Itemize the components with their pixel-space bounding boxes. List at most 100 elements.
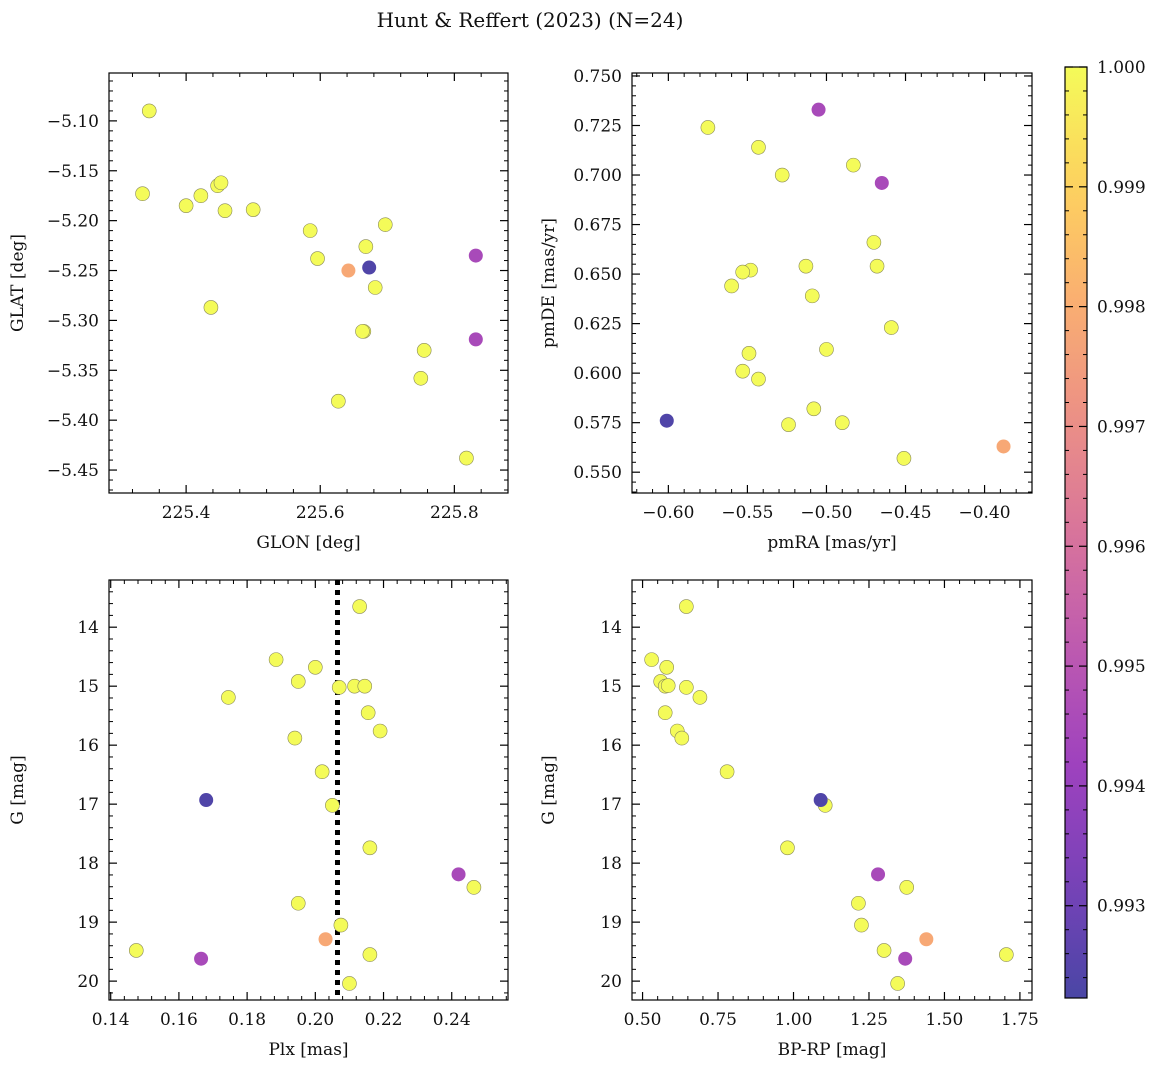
data-point (308, 660, 323, 675)
x-tick-label: 0.75 (699, 1010, 737, 1030)
figure-title: Hunt & Reffert (2023) (N=24) (377, 8, 684, 32)
data-point (735, 363, 750, 379)
data-point (325, 798, 340, 813)
x-tick-label: 1.25 (850, 1010, 888, 1030)
data-point (357, 678, 373, 694)
colorbar-tick-label: 0.994 (1097, 777, 1146, 797)
data-point (876, 943, 892, 958)
y-tick-label: 0.600 (573, 364, 622, 384)
data-point (135, 186, 150, 202)
data-point (331, 680, 347, 695)
data-point (358, 239, 374, 254)
data-point (245, 202, 261, 217)
data-point (751, 371, 766, 387)
y-tick-label: −5.40 (47, 411, 99, 431)
data-point (342, 976, 357, 991)
panel-plx-g: 0.14 0.16 0.18 0.20 0.22 0.24 14 15 16 17 18 19 20 Pl… (8, 579, 509, 1060)
y-axis-label: G [mag] (8, 755, 28, 824)
x-axis-label: GLON [deg] (256, 533, 360, 553)
x-tick-label: 0.14 (92, 1010, 130, 1030)
y-tick-label: 0.725 (573, 117, 622, 137)
data-point (999, 947, 1014, 962)
x-tick-label: −0.55 (721, 503, 773, 523)
panel-bprp-g: 0.50 0.75 1.00 1.25 1.50 1.75 14 15 16 17 18 19 20 BP… (539, 579, 1039, 1060)
data-point (774, 167, 790, 183)
y-tick-label: 0.650 (573, 265, 622, 285)
data-point (813, 793, 828, 808)
y-tick-label: 17 (77, 795, 99, 815)
x-tick-label: 0.22 (365, 1010, 403, 1030)
data-point (854, 917, 869, 933)
data-point (898, 951, 913, 966)
data-point (310, 251, 325, 266)
data-point (341, 263, 356, 278)
colorbar-tick-label: 0.997 (1097, 417, 1146, 437)
x-tick-label: −0.45 (879, 503, 931, 523)
data-point (659, 413, 674, 428)
x-tick-label: 225.8 (430, 503, 479, 523)
x-axis-label: BP-RP [mag] (778, 1040, 887, 1060)
data-point (331, 393, 346, 409)
y-tick-label: 18 (600, 854, 622, 874)
x-tick-label: 1.50 (926, 1010, 964, 1030)
data-point (871, 867, 886, 882)
data-point (692, 690, 708, 705)
y-tick-label: 18 (77, 854, 99, 874)
y-tick-label: 19 (77, 913, 99, 933)
data-point (781, 417, 796, 432)
data-point (362, 840, 378, 856)
x-tick-label: 0.20 (296, 1010, 334, 1030)
data-point (377, 217, 393, 232)
y-tick-label: 19 (600, 913, 622, 933)
data-point (724, 278, 739, 294)
data-point (290, 674, 306, 689)
panel-glon-glat: 225.4 225.6 225.8 −5.10 −5.15 −5.20 −5.25 −5.30… (8, 72, 509, 553)
panel-pmra-pmde: −0.60 −0.55 −0.50 −0.45 −0.40 0.550 0.575 0.600… (539, 67, 1033, 553)
y-tick-label: 0.750 (573, 67, 622, 87)
data-point (874, 175, 889, 190)
data-point (660, 678, 676, 693)
data-point (416, 343, 432, 358)
x-tick-label: 225.6 (296, 503, 345, 523)
y-tick-label: −5.35 (47, 361, 99, 381)
axes-frame (631, 579, 1033, 1001)
y-tick-label: −5.15 (47, 162, 99, 182)
data-point (851, 895, 866, 911)
y-tick-label: 16 (77, 736, 99, 756)
data-point (741, 346, 757, 361)
x-axis-label: Plx [mas] (268, 1040, 348, 1060)
data-point (459, 450, 474, 466)
data-point (700, 120, 716, 135)
data-point (644, 652, 659, 667)
data-point (362, 947, 378, 962)
colorbar-tick-label: 0.999 (1097, 178, 1146, 198)
x-tick-label: 0.16 (160, 1010, 198, 1030)
y-tick-label: 14 (600, 618, 622, 638)
data-point (719, 764, 735, 780)
data-point (899, 880, 915, 895)
data-point (318, 932, 333, 947)
y-tick-label: 15 (77, 677, 99, 697)
data-point (333, 917, 349, 933)
data-point (780, 840, 795, 856)
data-point (869, 258, 885, 274)
y-tick-label: 16 (600, 736, 622, 756)
data-point (372, 723, 388, 739)
data-point (128, 943, 144, 958)
x-tick-label: 1.00 (775, 1010, 813, 1030)
x-tick-label: 1.75 (1001, 1010, 1039, 1030)
y-tick-label: 0.700 (573, 166, 622, 186)
data-point (355, 324, 370, 339)
data-point (468, 332, 483, 347)
y-tick-label: 14 (77, 618, 99, 638)
y-tick-label: 0.575 (573, 414, 622, 434)
y-axis-label: G [mag] (539, 755, 559, 824)
y-tick-label: −5.25 (47, 262, 99, 282)
data-point (466, 880, 482, 895)
data-point (811, 102, 826, 117)
y-tick-label: −5.45 (47, 461, 99, 481)
data-point (798, 258, 814, 274)
y-tick-label: −5.20 (47, 212, 99, 232)
